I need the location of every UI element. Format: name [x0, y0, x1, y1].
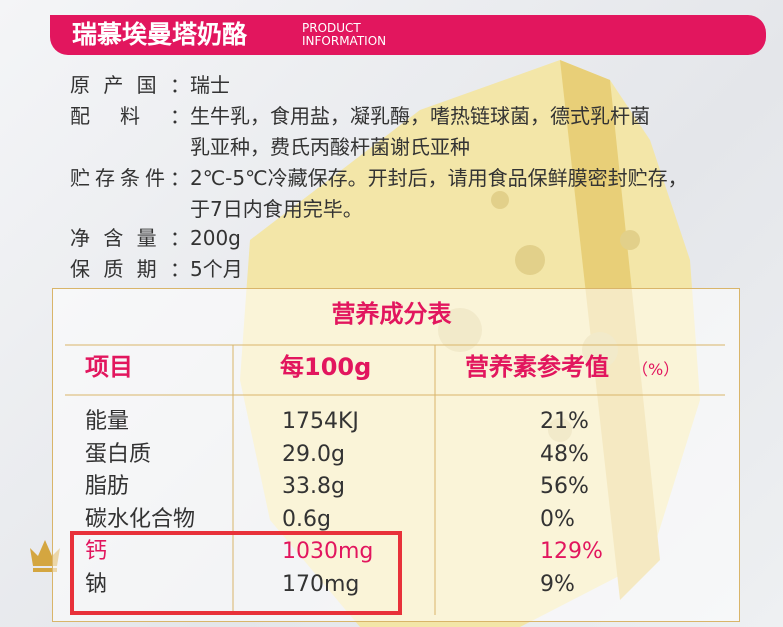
info-line: 乳亚种，费氏丙酸杆菌谢氏亚种: [190, 135, 470, 159]
table-cell: 129%: [540, 539, 603, 564]
table-cell: 0%: [540, 506, 575, 532]
info-row: 贮存条件： 2℃-5℃冷藏保存。开封后，请用食品保鲜膜密封贮存， 于7日内食用完毕。: [70, 163, 688, 225]
table-cell: 9%: [540, 571, 575, 597]
table-cell: 能量: [85, 409, 130, 434]
table-cell: 48%: [540, 441, 589, 467]
table-cell: 脂肪: [85, 474, 130, 499]
table-cell: 1754KJ: [282, 409, 359, 434]
info-label: 净含量：: [70, 226, 190, 250]
table-cell: 0.6g: [282, 506, 331, 532]
info-row: 原产国： 瑞士: [70, 70, 230, 101]
subtitle: PRODUCT INFORMATION: [302, 22, 386, 48]
table-cell: 蛋白质: [85, 441, 152, 467]
info-label: 贮存条件：: [70, 166, 190, 190]
info-label: 原产国：: [70, 73, 190, 97]
table-cell: 碳水化合物: [85, 506, 196, 532]
info-line: 瑞士: [190, 73, 230, 97]
table-cell: 29.0g: [282, 441, 345, 467]
info-row: 配料： 生牛乳，食用盐，凝乳酶，嗜热链球菌，德式乳杆菌 乳亚种，费氏丙酸杆菌谢氏亚种: [70, 101, 650, 163]
info-row: 保质期： 5个月: [70, 254, 243, 285]
info-value: 2℃-5℃冷藏保存。开封后，请用食品保鲜膜密封贮存， 于7日内食用完毕。: [190, 163, 688, 225]
info-label: 配料：: [70, 104, 190, 128]
info-line: 2℃-5℃冷藏保存。开封后，请用食品保鲜膜密封贮存，: [190, 166, 688, 190]
table-cell: 钠: [85, 571, 108, 597]
info-line: 5个月: [190, 257, 243, 281]
table-unit: （%）: [632, 360, 680, 379]
table-cell: 1030mg: [282, 539, 374, 564]
table-title: 营养成分表: [331, 300, 452, 328]
table-header: 每100g: [280, 353, 372, 381]
info-line: 200g: [190, 226, 241, 250]
info-value: 200g: [190, 223, 241, 254]
info-line: 生牛乳，食用盐，凝乳酶，嗜热链球菌，德式乳杆菌: [190, 104, 650, 128]
table-header: 营养素参考值: [465, 353, 609, 381]
info-value: 5个月: [190, 254, 243, 285]
info-value: 生牛乳，食用盐，凝乳酶，嗜热链球菌，德式乳杆菌 乳亚种，费氏丙酸杆菌谢氏亚种: [190, 101, 650, 163]
table-cell: 56%: [540, 474, 589, 499]
info-line: 于7日内食用完毕。: [190, 197, 363, 221]
nutrition-panel: [52, 288, 740, 622]
header-bar: [50, 15, 766, 55]
table-cell: 钙: [85, 539, 108, 564]
subtitle-line: PRODUCT: [302, 21, 361, 35]
table-cell: 21%: [540, 409, 589, 434]
title: 瑞慕埃曼塔奶酪: [72, 20, 248, 49]
subtitle-line: INFORMATION: [302, 34, 387, 48]
info-value: 瑞士: [190, 70, 230, 101]
table-cell: 33.8g: [282, 474, 345, 499]
table-header: 项目: [85, 353, 133, 381]
info-label: 保质期：: [70, 257, 190, 281]
info-row: 净含量： 200g: [70, 223, 241, 254]
table-cell: 170mg: [282, 571, 360, 597]
